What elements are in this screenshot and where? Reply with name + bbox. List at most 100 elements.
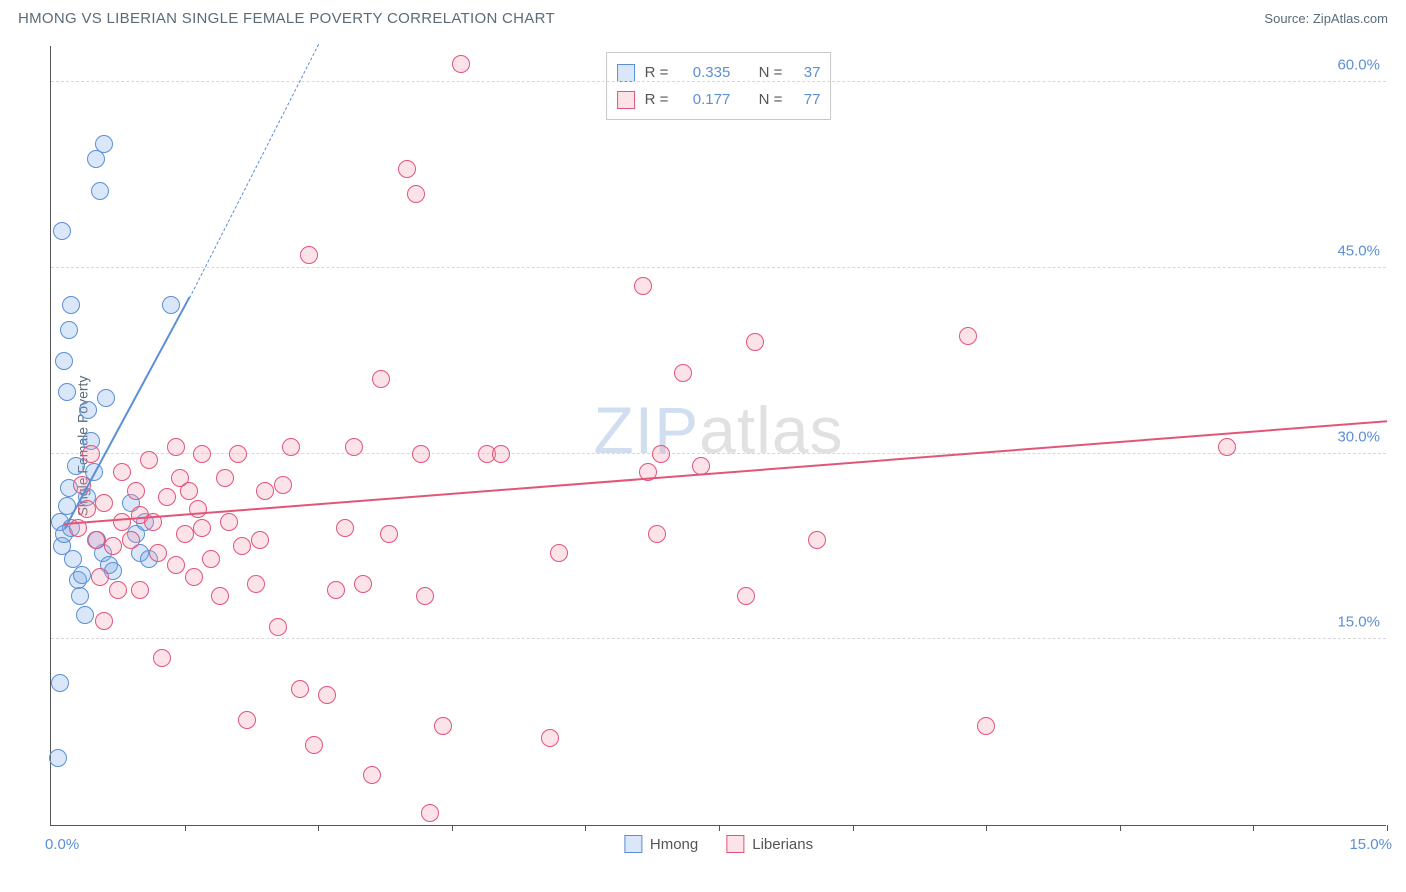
scatter-point-liberians xyxy=(247,575,265,593)
scatter-point-liberians xyxy=(109,581,127,599)
scatter-point-liberians xyxy=(104,537,122,555)
scatter-point-liberians xyxy=(113,513,131,531)
scatter-point-liberians xyxy=(407,185,425,203)
x-axis-max-label: 15.0% xyxy=(1349,836,1392,853)
y-tick-label: 30.0% xyxy=(1326,428,1380,445)
y-tick-label: 15.0% xyxy=(1326,614,1380,631)
scatter-point-liberians xyxy=(140,451,158,469)
legend-label-hmong: Hmong xyxy=(650,836,698,853)
watermark-rest: atlas xyxy=(699,392,843,466)
watermark-accent: ZIP xyxy=(593,392,699,466)
scatter-point-hmong xyxy=(60,321,78,339)
scatter-point-liberians xyxy=(95,612,113,630)
x-tick-mark xyxy=(185,825,186,831)
scatter-point-liberians xyxy=(327,581,345,599)
scatter-point-liberians xyxy=(354,575,372,593)
x-axis-min-label: 0.0% xyxy=(45,836,79,853)
stats-legend-box: R = 0.335 N = 37 R = 0.177 N = 77 xyxy=(606,52,832,120)
scatter-point-liberians xyxy=(78,500,96,518)
scatter-point-hmong xyxy=(53,222,71,240)
scatter-point-liberians xyxy=(167,438,185,456)
scatter-point-liberians xyxy=(95,494,113,512)
trend-line xyxy=(64,421,1387,526)
scatter-point-hmong xyxy=(91,182,109,200)
scatter-point-liberians xyxy=(233,537,251,555)
source-attribution: Source: ZipAtlas.com xyxy=(1264,11,1388,26)
scatter-point-liberians xyxy=(345,438,363,456)
scatter-point-hmong xyxy=(79,401,97,419)
scatter-chart: ZIPatlas R = 0.335 N = 37 R = 0.177 N = … xyxy=(50,46,1386,826)
scatter-point-liberians xyxy=(398,160,416,178)
n-label: N = xyxy=(759,86,783,113)
scatter-point-liberians xyxy=(193,519,211,537)
scatter-point-liberians xyxy=(541,729,559,747)
scatter-point-liberians xyxy=(434,717,452,735)
scatter-point-liberians xyxy=(153,649,171,667)
x-tick-mark xyxy=(585,825,586,831)
scatter-point-hmong xyxy=(162,296,180,314)
scatter-point-liberians xyxy=(363,766,381,784)
n-value-liberians: 77 xyxy=(792,86,820,113)
scatter-point-liberians xyxy=(91,568,109,586)
scatter-point-liberians xyxy=(189,500,207,518)
scatter-point-hmong xyxy=(73,566,91,584)
scatter-point-liberians xyxy=(113,463,131,481)
scatter-point-liberians xyxy=(167,556,185,574)
scatter-point-liberians xyxy=(251,531,269,549)
y-tick-label: 45.0% xyxy=(1326,242,1380,259)
x-tick-mark xyxy=(452,825,453,831)
legend-item-hmong: Hmong xyxy=(624,835,698,853)
scatter-point-liberians xyxy=(127,482,145,500)
scatter-point-liberians xyxy=(171,469,189,487)
scatter-point-liberians xyxy=(648,525,666,543)
scatter-point-liberians xyxy=(291,680,309,698)
scatter-point-liberians xyxy=(122,531,140,549)
scatter-point-liberians xyxy=(634,277,652,295)
scatter-point-hmong xyxy=(62,296,80,314)
scatter-point-liberians xyxy=(959,327,977,345)
chart-title: HMONG VS LIBERIAN SINGLE FEMALE POVERTY … xyxy=(18,10,555,27)
bottom-legend: Hmong Liberians xyxy=(624,835,813,853)
scatter-point-liberians xyxy=(282,438,300,456)
swatch-hmong xyxy=(624,835,642,853)
scatter-point-liberians xyxy=(372,370,390,388)
scatter-point-liberians xyxy=(746,333,764,351)
scatter-point-liberians xyxy=(269,618,287,636)
scatter-point-liberians xyxy=(421,804,439,822)
gridline-horizontal xyxy=(51,81,1386,82)
scatter-point-hmong xyxy=(76,606,94,624)
scatter-point-liberians xyxy=(492,445,510,463)
scatter-point-liberians xyxy=(176,525,194,543)
scatter-point-liberians xyxy=(229,445,247,463)
r-label: R = xyxy=(645,86,669,113)
scatter-point-liberians xyxy=(238,711,256,729)
scatter-point-hmong xyxy=(71,587,89,605)
scatter-point-hmong xyxy=(51,674,69,692)
scatter-point-liberians xyxy=(87,531,105,549)
scatter-point-liberians xyxy=(550,544,568,562)
scatter-point-liberians xyxy=(416,587,434,605)
scatter-point-hmong xyxy=(58,383,76,401)
swatch-liberians xyxy=(617,91,635,109)
scatter-point-liberians xyxy=(149,544,167,562)
scatter-point-hmong xyxy=(97,389,115,407)
scatter-point-liberians xyxy=(220,513,238,531)
scatter-point-liberians xyxy=(131,581,149,599)
scatter-point-hmong xyxy=(49,749,67,767)
scatter-point-liberians xyxy=(305,736,323,754)
source-label: Source: xyxy=(1264,11,1309,26)
x-tick-mark xyxy=(1253,825,1254,831)
gridline-horizontal xyxy=(51,267,1386,268)
scatter-point-liberians xyxy=(256,482,274,500)
scatter-point-liberians xyxy=(274,476,292,494)
r-value-liberians: 0.177 xyxy=(678,86,730,113)
scatter-point-liberians xyxy=(380,525,398,543)
scatter-point-liberians xyxy=(300,246,318,264)
x-tick-mark xyxy=(853,825,854,831)
x-tick-mark xyxy=(1120,825,1121,831)
chart-header: HMONG VS LIBERIAN SINGLE FEMALE POVERTY … xyxy=(0,0,1406,33)
scatter-point-liberians xyxy=(216,469,234,487)
scatter-point-hmong xyxy=(95,135,113,153)
scatter-point-liberians xyxy=(652,445,670,463)
scatter-point-liberians xyxy=(737,587,755,605)
